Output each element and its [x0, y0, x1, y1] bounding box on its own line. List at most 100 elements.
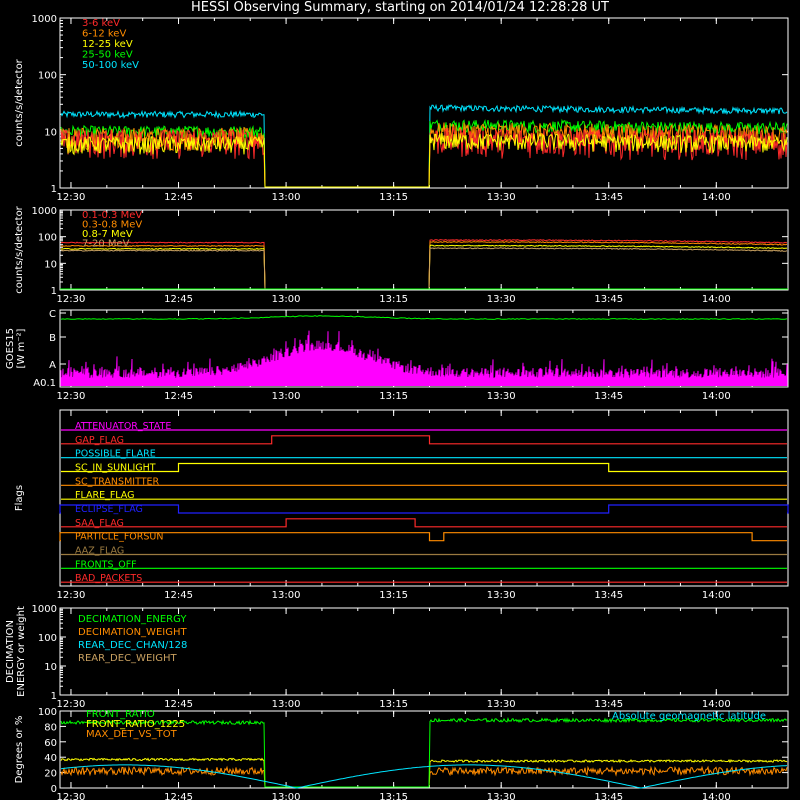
page-title: HESSI Observing Summary, starting on 201…	[191, 0, 609, 15]
time-tick-label: 14:00	[702, 792, 731, 800]
legend-entry: REAR_DEC_CHAN/128	[78, 640, 187, 651]
y-tick-label: 60	[44, 738, 57, 749]
time-tick-label: 12:30	[57, 792, 86, 800]
flag-label: POSSIBLE_FLARE	[75, 449, 156, 460]
y-tick-label: 10	[44, 259, 57, 270]
time-tick-label: 12:30	[57, 699, 86, 710]
y-tick-label: A0.1	[33, 378, 56, 389]
time-tick-label: 13:15	[379, 699, 408, 710]
y-axis-label: counts/s/detector	[14, 205, 25, 293]
y-axis-label: Flags	[14, 485, 25, 511]
flag-trace	[61, 462, 787, 473]
panel-frame	[59, 607, 789, 696]
time-tick-label: 13:45	[594, 294, 623, 305]
legend-entry: DECIMATION_WEIGHT	[78, 627, 187, 638]
y-tick-label: 100	[38, 233, 57, 244]
time-tick-label: 13:45	[594, 391, 623, 402]
legend-entry: 12-25 keV	[82, 39, 133, 50]
time-tick-label: 13:15	[379, 192, 408, 203]
y-tick-label: C	[49, 309, 56, 320]
legend-entry: DECIMATION_ENERGY	[78, 614, 187, 625]
flag-label: ECLIPSE_FLAG	[75, 504, 143, 515]
y-tick-label: 20	[44, 769, 57, 780]
flag-trace	[59, 532, 787, 542]
legend-entry: 3-6 keV	[82, 18, 120, 29]
panel-frame	[59, 17, 789, 189]
flag-label: SAA_FLAG	[75, 518, 124, 529]
time-tick-label: 13:00	[272, 699, 301, 710]
time-tick-label: 13:30	[487, 294, 516, 305]
time-tick-label: 14:00	[702, 699, 731, 710]
legend-entry: 0.3-0.8 MeV	[82, 220, 142, 231]
y-tick-label: 0	[51, 784, 57, 795]
flag-label: FRONTS_OFF	[75, 559, 137, 570]
series-FRONT_RATIO	[60, 717, 788, 788]
flag-label: AAZ_FLAG	[75, 546, 124, 557]
y-axis-label-2: ENERGY or weight	[16, 606, 27, 697]
time-tick-label: 13:30	[487, 792, 516, 800]
panel-flags: 12:30 12:45 13:00 13:15 13:30 13:45 14:00 Flags…	[14, 409, 789, 601]
time-tick-label: 13:15	[379, 294, 408, 305]
y-tick-label: 1	[51, 286, 57, 297]
series-7-20-MeV	[60, 247, 788, 290]
panel-decimation: 12:30 12:45 13:00 13:15 13:30 13:45 14:00 1 10 10…	[5, 604, 789, 710]
y-tick-label: 1000	[32, 14, 57, 25]
time-tick-label: 12:30	[57, 590, 86, 601]
panel-ratios: 12:30 12:45 13:00 13:15 13:30 13:45 14:00 0 20 40…	[14, 707, 789, 800]
y-tick-label: 1	[51, 184, 57, 195]
flag-trace	[61, 435, 787, 445]
time-tick-label: 13:15	[379, 590, 408, 601]
time-tick-label: 12:45	[164, 391, 193, 402]
y-tick-label: 10	[44, 127, 57, 138]
series-12-25-keV	[60, 132, 788, 188]
time-tick-label: 13:45	[594, 590, 623, 601]
flag-label: GAP_FLAG	[75, 435, 124, 446]
y-axis-label: GOES15	[5, 328, 16, 369]
legend-entry: 0.8-7 MeV	[82, 229, 133, 240]
y-tick-label: 100	[38, 71, 57, 82]
panel-frame	[59, 710, 789, 789]
panel-goes: 12:30 12:45 13:00 13:15 13:30 13:45 14:00 A0.1 A…	[5, 309, 789, 402]
flag-label: PARTICLE_FORSUN	[75, 532, 163, 543]
series-0.8-7-MeV	[60, 244, 788, 290]
panel-gamma-rates: 12:30 12:45 13:00 13:15 13:30 13:45 14:00 1 10 10…	[14, 205, 789, 305]
time-tick-label: 14:00	[702, 590, 731, 601]
flag-label: BAD_PACKETS	[75, 573, 142, 584]
time-tick-label: 14:00	[702, 391, 731, 402]
y-axis-label: Degrees or %	[14, 716, 25, 784]
legend-entry: REAR_DEC_WEIGHT	[78, 653, 177, 664]
time-tick-label: 13:15	[379, 792, 408, 800]
time-tick-label: 12:45	[164, 590, 193, 601]
panel-frame	[59, 309, 789, 388]
series-MAX_DET_VS_TOT	[60, 765, 788, 788]
y-tick-label: 1000	[32, 206, 57, 217]
legend-entry: 25-50 keV	[82, 50, 133, 61]
y-tick-label: 80	[44, 722, 57, 733]
legend-entry: FRONT_RATIO	[86, 709, 155, 720]
y-axis-label: DECIMATION	[5, 620, 16, 683]
time-tick-label: 13:30	[487, 699, 516, 710]
series-long	[60, 315, 788, 320]
y-tick-label: 40	[44, 753, 57, 764]
y-tick-label: 100	[38, 707, 57, 718]
time-tick-label: 13:00	[272, 391, 301, 402]
flag-label: SC_IN_SUNLIGHT	[75, 463, 156, 474]
time-tick-label: 13:45	[594, 699, 623, 710]
y-tick-label: B	[49, 333, 56, 344]
y-tick-label: 10	[44, 662, 57, 673]
y-axis-label: counts/s/detector	[14, 58, 25, 146]
time-tick-label: 14:00	[702, 192, 731, 203]
time-tick-label: 13:00	[272, 192, 301, 203]
series-25-50-keV	[60, 118, 788, 188]
time-tick-label: 13:15	[379, 391, 408, 402]
flag-trace	[61, 518, 787, 528]
panel-hxr-rates: 12:30 12:45 13:00 13:15 13:30 13:45 14:00 1 10 10…	[14, 14, 789, 203]
flag-label: ATTENUATOR_STATE	[75, 421, 171, 432]
annotation-geomag: Absolute geomagnetic latitude	[612, 711, 766, 722]
flag-trace	[59, 504, 789, 514]
series-geomagnetic-latitude	[60, 764, 788, 789]
y-tick-label: 1000	[32, 604, 57, 615]
legend-entry: MAX_DET_VS_TOT	[86, 729, 178, 740]
time-tick-label: 13:45	[594, 792, 623, 800]
